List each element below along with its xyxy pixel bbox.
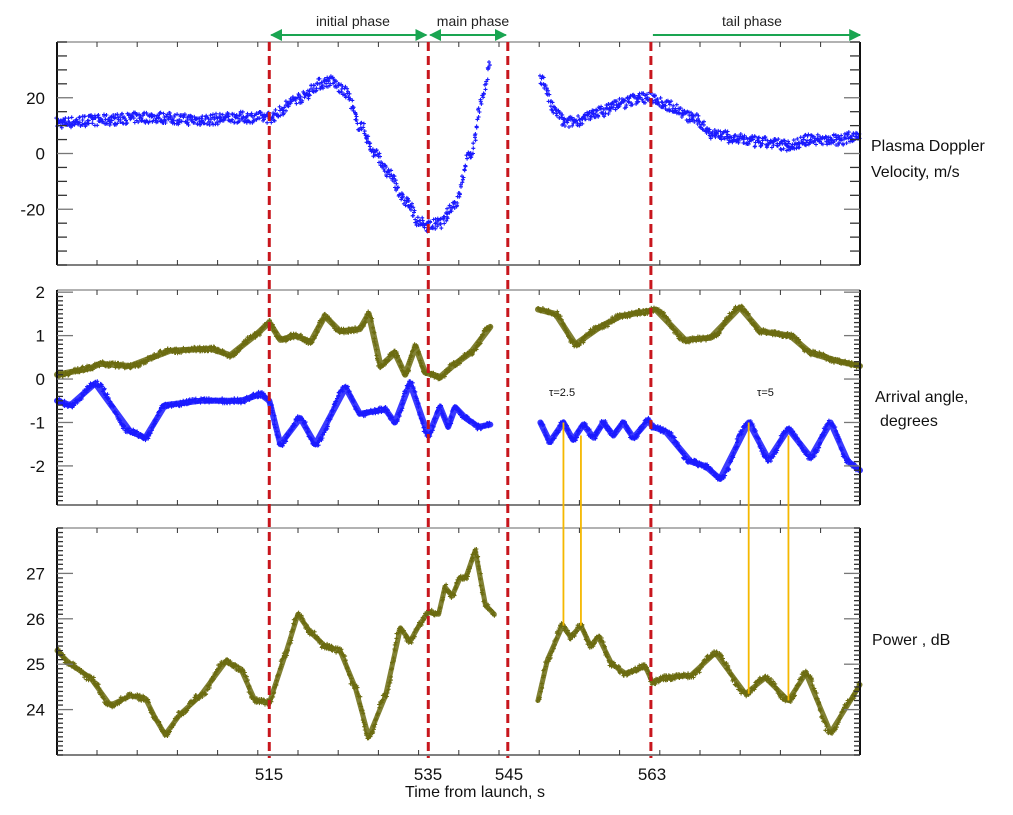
series-arrival_upper-points [55, 303, 862, 382]
y-tick-label: 0 [36, 370, 45, 389]
phase-label-main: main phase [437, 13, 510, 29]
series-arrival_lower-trace [54, 380, 494, 448]
y-tick-label: 25 [26, 655, 45, 674]
series-velocity-points [54, 60, 862, 234]
tau-label-5: τ=5 [757, 387, 774, 399]
y-tick-label: 20 [26, 89, 45, 108]
y-tick-label: 26 [26, 610, 45, 629]
y-label-arrival-1: Arrival angle, [875, 389, 968, 406]
series-power-points [55, 547, 861, 741]
y-tick-label: 2 [36, 283, 45, 302]
y-tick-label: -2 [30, 457, 45, 476]
y-tick-label: 27 [26, 564, 45, 583]
tau-label-2-5: τ=2.5 [549, 387, 575, 399]
y-label-velocity-2: Velocity, m/s [871, 164, 960, 181]
series-arrival_upper-trace [54, 310, 494, 380]
x-tick-label: 535 [414, 765, 442, 784]
y-label-arrival-2: degrees [880, 413, 938, 430]
series-arrival_lower-points [55, 379, 861, 482]
x-axis-label: Time from launch, s [405, 784, 545, 801]
phase-label-tail: tail phase [722, 13, 782, 29]
y-tick-label: -1 [30, 413, 45, 432]
phase-label-initial: initial phase [316, 13, 390, 29]
y-label-velocity-1: Plasma Doppler [871, 138, 986, 155]
y-tick-label: 0 [36, 145, 45, 164]
x-tick-label: 545 [495, 765, 523, 784]
x-tick-label: 515 [255, 765, 283, 784]
y-tick-label: -20 [20, 200, 45, 219]
y-tick-label: 24 [26, 701, 45, 720]
y-label-power: Power , dB [872, 632, 950, 649]
y-tick-label: 1 [36, 327, 45, 346]
x-tick-label: 563 [638, 765, 666, 784]
